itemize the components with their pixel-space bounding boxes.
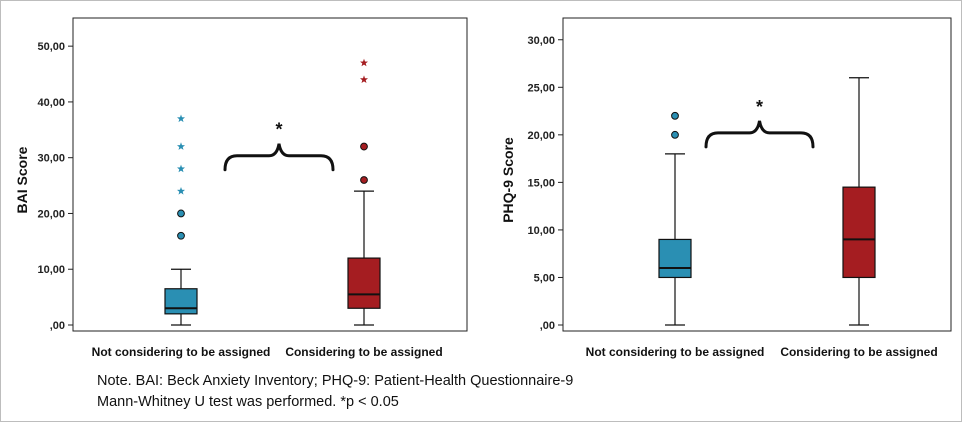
iqr-box: [658, 238, 692, 279]
outlier-star: [360, 58, 368, 67]
chart-panel-1: ,00 10,00 20,00 30,00 40,00 50,00 BAI Score Not…: [14, 17, 468, 359]
note-line-1: Note. BAI: Beck Anxiety Inventory; PHQ-9…: [97, 373, 574, 389]
y-tick-label: 20,00: [37, 208, 65, 220]
outlier-circle: [360, 176, 368, 184]
y-axis-label: PHQ-9 Score: [500, 137, 516, 223]
outlier-circle: [671, 111, 679, 120]
significance-star: *: [756, 97, 763, 117]
iqr-box: [842, 186, 876, 279]
box-1: [164, 114, 198, 326]
x-tick-label: Considering to be assigned: [780, 345, 937, 359]
y-tick-label: 5,00: [534, 272, 555, 284]
y-tick-label: 30,00: [37, 153, 65, 165]
outlier-circle: [671, 130, 679, 139]
significance-star: *: [275, 120, 282, 140]
plot-frame: [562, 17, 952, 332]
y-tick-label: 30,00: [527, 35, 555, 47]
box-1: [658, 111, 692, 326]
iqr-box: [347, 257, 381, 309]
outlier-star: [360, 75, 368, 83]
significance-brace: [223, 143, 335, 172]
iqr-box: [164, 288, 198, 315]
y-tick-label: 25,00: [527, 82, 555, 94]
plot-frame: [72, 17, 468, 332]
x-tick-label: Not considering to be assigned: [586, 345, 765, 359]
note-line-2: Mann-Whitney U test was performed. *p < …: [97, 394, 399, 410]
outlier-star: [177, 114, 185, 123]
outlier-circle: [360, 142, 368, 151]
y-tick-label: ,00: [50, 320, 65, 332]
x-tick-label: Considering to be assigned: [285, 345, 442, 359]
y-tick-label: 40,00: [37, 97, 65, 109]
outlier-star: [177, 142, 185, 150]
y-tick-label: 10,00: [527, 225, 555, 237]
significance-brace: [704, 120, 815, 149]
outlier-star: [177, 187, 185, 195]
x-tick-label: Not considering to be assigned: [92, 345, 271, 359]
y-tick-label: 50,00: [37, 41, 65, 53]
box-2: [842, 77, 876, 326]
box-2: [347, 58, 381, 326]
chart-panel-2: ,00 5,00 10,00 15,00 20,00 25,00 30,00 PHQ-9 Sc…: [500, 17, 952, 359]
y-axis-label: BAI Score: [14, 146, 30, 213]
outlier-circle: [177, 209, 185, 218]
y-tick-label: 20,00: [527, 130, 555, 142]
outlier-circle: [177, 231, 185, 240]
y-tick-label: 15,00: [527, 177, 555, 189]
outlier-star: [177, 164, 185, 173]
y-tick-label: 10,00: [37, 264, 65, 276]
y-tick-label: ,00: [540, 320, 555, 332]
